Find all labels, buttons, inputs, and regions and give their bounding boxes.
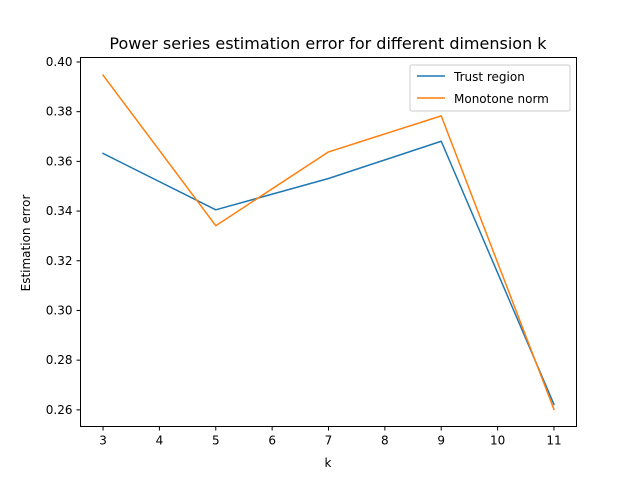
y-tick-label: 0.28 bbox=[46, 353, 73, 367]
x-tick-label: 10 bbox=[490, 434, 505, 448]
y-tick-label: 0.32 bbox=[46, 254, 73, 268]
chart-title: Power series estimation error for differ… bbox=[109, 34, 547, 53]
series-line-monotone-norm bbox=[102, 74, 555, 411]
plot-series bbox=[102, 74, 555, 411]
x-tick-label: 3 bbox=[99, 434, 107, 448]
y-axis-label: Estimation error bbox=[19, 195, 33, 292]
legend: Trust region Monotone norm bbox=[409, 64, 571, 112]
x-tick-label: 8 bbox=[381, 434, 389, 448]
y-tick-label: 0.30 bbox=[46, 303, 73, 317]
y-tick-label: 0.34 bbox=[46, 204, 73, 218]
x-tick-label: 9 bbox=[437, 434, 445, 448]
y-tick-label: 0.36 bbox=[46, 154, 73, 168]
x-tick-label: 6 bbox=[268, 434, 276, 448]
x-axis-label: k bbox=[325, 456, 332, 470]
x-tick-label: 7 bbox=[325, 434, 333, 448]
y-tick-label: 0.38 bbox=[46, 105, 73, 119]
legend-label-trust-region: Trust region bbox=[453, 70, 525, 84]
legend-box bbox=[409, 64, 571, 112]
y-tick-label: 0.26 bbox=[46, 403, 73, 417]
x-tick-label: 5 bbox=[212, 434, 220, 448]
plot-frame bbox=[80, 57, 577, 427]
axis-ticks: 3 4 5 6 7 8 9 10 11 0.26 0.28 0.30 0.32 0.34 0.36 0.38 0… bbox=[46, 55, 562, 448]
x-tick-label: 11 bbox=[546, 434, 561, 448]
series-line-trust-region bbox=[102, 140, 555, 406]
y-tick-label: 0.40 bbox=[46, 55, 73, 69]
legend-label-monotone-norm: Monotone norm bbox=[454, 92, 549, 106]
x-tick-label: 4 bbox=[156, 434, 164, 448]
